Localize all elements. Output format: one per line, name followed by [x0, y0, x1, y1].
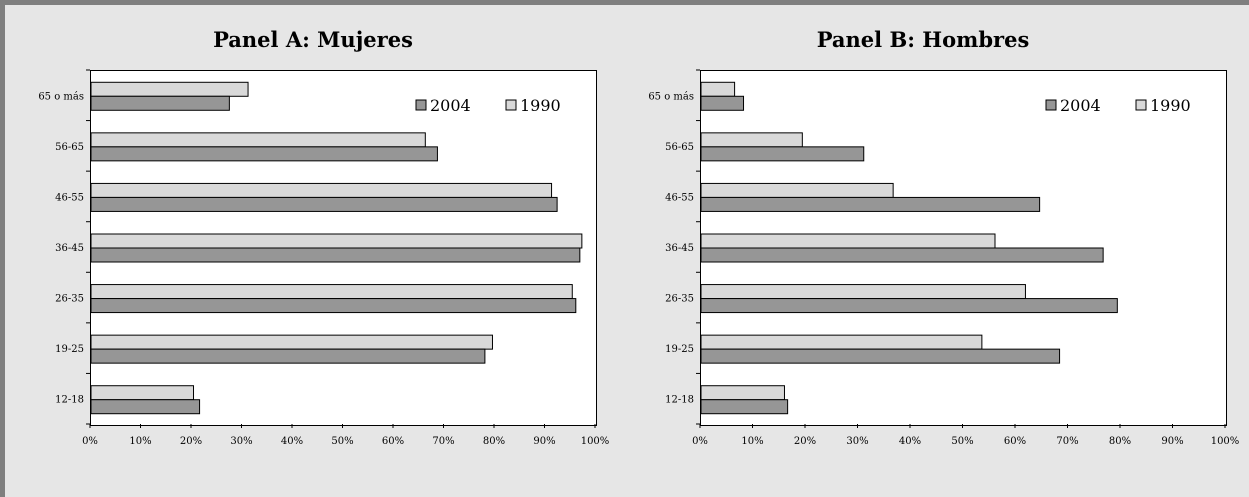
panel-a-bar-2004-5 [91, 146, 438, 162]
panel-a-axis-labels: 12-18 19-25 26-35 36-45 46-55 56-65 65 o más 0%… [38, 69, 610, 447]
panel-a-legend-swatch-2004 [415, 99, 427, 111]
panel-a-legend-swatch-1990 [505, 99, 517, 111]
panel-b-x-tick-label-0: 0% [692, 436, 708, 447]
panel-b-category-label-1: 19-25 [665, 344, 694, 355]
panel-b-bar-2004-0 [701, 399, 789, 415]
panel-b-category-label-4: 46-55 [665, 192, 694, 203]
panel-a-x-tick-label-9: 90% [533, 436, 555, 447]
panel-a-bar-2004-4 [91, 196, 558, 212]
panel-a-legend-label-2004: 2004 [430, 96, 471, 115]
panel-b-legend-swatch-1990 [1135, 99, 1147, 111]
panel-a-category-label-6: 65 o más [38, 91, 84, 102]
panel-b-axis-labels: 12-18 19-25 26-35 36-45 46-55 56-65 65 o más 0%… [648, 69, 1240, 447]
panel-a-category-label-0: 12-18 [55, 395, 84, 406]
panel-a-x-tick-label-5: 50% [331, 436, 353, 447]
panel-b-legend-label-1990: 1990 [1150, 96, 1191, 115]
panel-b-x-tick-label-8: 80% [1109, 436, 1131, 447]
panel-b-category-label-3: 36-45 [665, 243, 694, 254]
panel-b-category-label-6: 65 o más [648, 91, 694, 102]
panel-b-x-tick-label-7: 70% [1056, 436, 1078, 447]
panel-a-bar-2004-2 [91, 298, 577, 314]
panel-b-x-tick-label-2: 20% [794, 436, 816, 447]
panel-b-bar-2004-2 [701, 298, 1118, 314]
panel-a-x-tick-label-4: 40% [281, 436, 303, 447]
panel-a-category-label-2: 26-35 [55, 294, 84, 305]
panel-b-bar-2004-1 [701, 348, 1061, 364]
panel-b-legend-swatch-2004 [1045, 99, 1057, 111]
panel-a-bar-2004-3 [91, 247, 581, 263]
panel-b-x-tick-label-5: 50% [951, 436, 973, 447]
panel-b-category-label-5: 56-65 [665, 142, 694, 153]
panel-b-x-tick-label-4: 40% [899, 436, 921, 447]
panel-b-x-tick-label-9: 90% [1161, 436, 1183, 447]
panel-b-category-label-2: 26-35 [665, 294, 694, 305]
panel-a-x-tick-label-6: 60% [382, 436, 404, 447]
panel-a-plot: 2004 1990 [90, 70, 597, 426]
panel-b-x-tick-label-1: 10% [741, 436, 763, 447]
panel-b-legend-label-2004: 2004 [1060, 96, 1101, 115]
panel-b-bar-2004-6 [701, 95, 745, 111]
panel-a-x-tick-label-8: 80% [483, 436, 505, 447]
panel-a-bar-2004-6 [91, 95, 230, 111]
panel-b-x-tick-label-10: 100% [1211, 436, 1240, 447]
panel-a-legend-label-1990: 1990 [520, 96, 561, 115]
panel-a-category-label-5: 56-65 [55, 142, 84, 153]
panel-b-x-tick-label-6: 60% [1004, 436, 1026, 447]
panel-a-x-tick-label-3: 30% [230, 436, 252, 447]
panel-b-title: Panel B: Hombres [816, 27, 1030, 52]
panel-a-x-tick-label-2: 20% [180, 436, 202, 447]
panel-b-x-tick-label-3: 30% [846, 436, 868, 447]
panel-b-bar-2004-4 [701, 196, 1041, 212]
panel-a-category-label-1: 19-25 [55, 344, 84, 355]
panel-a-title: Panel A: Mujeres [213, 27, 413, 52]
panel-a-category-label-4: 46-55 [55, 192, 84, 203]
panel-a-bar-2004-0 [91, 399, 201, 415]
panel-b-bar-2004-5 [701, 146, 865, 162]
panel-a-category-label-3: 36-45 [55, 243, 84, 254]
panel-a-x-tick-label-1: 10% [129, 436, 151, 447]
panel-b-bar-2004-3 [701, 247, 1104, 263]
panel-a-bar-2004-1 [91, 348, 486, 364]
panel-b-plot: 2004 1990 [700, 70, 1227, 426]
panel-b-category-label-0: 12-18 [665, 395, 694, 406]
panel-a-x-tick-label-10: 100% [581, 436, 610, 447]
panel-a-x-tick-label-0: 0% [82, 436, 98, 447]
panel-a-x-tick-label-7: 70% [432, 436, 454, 447]
